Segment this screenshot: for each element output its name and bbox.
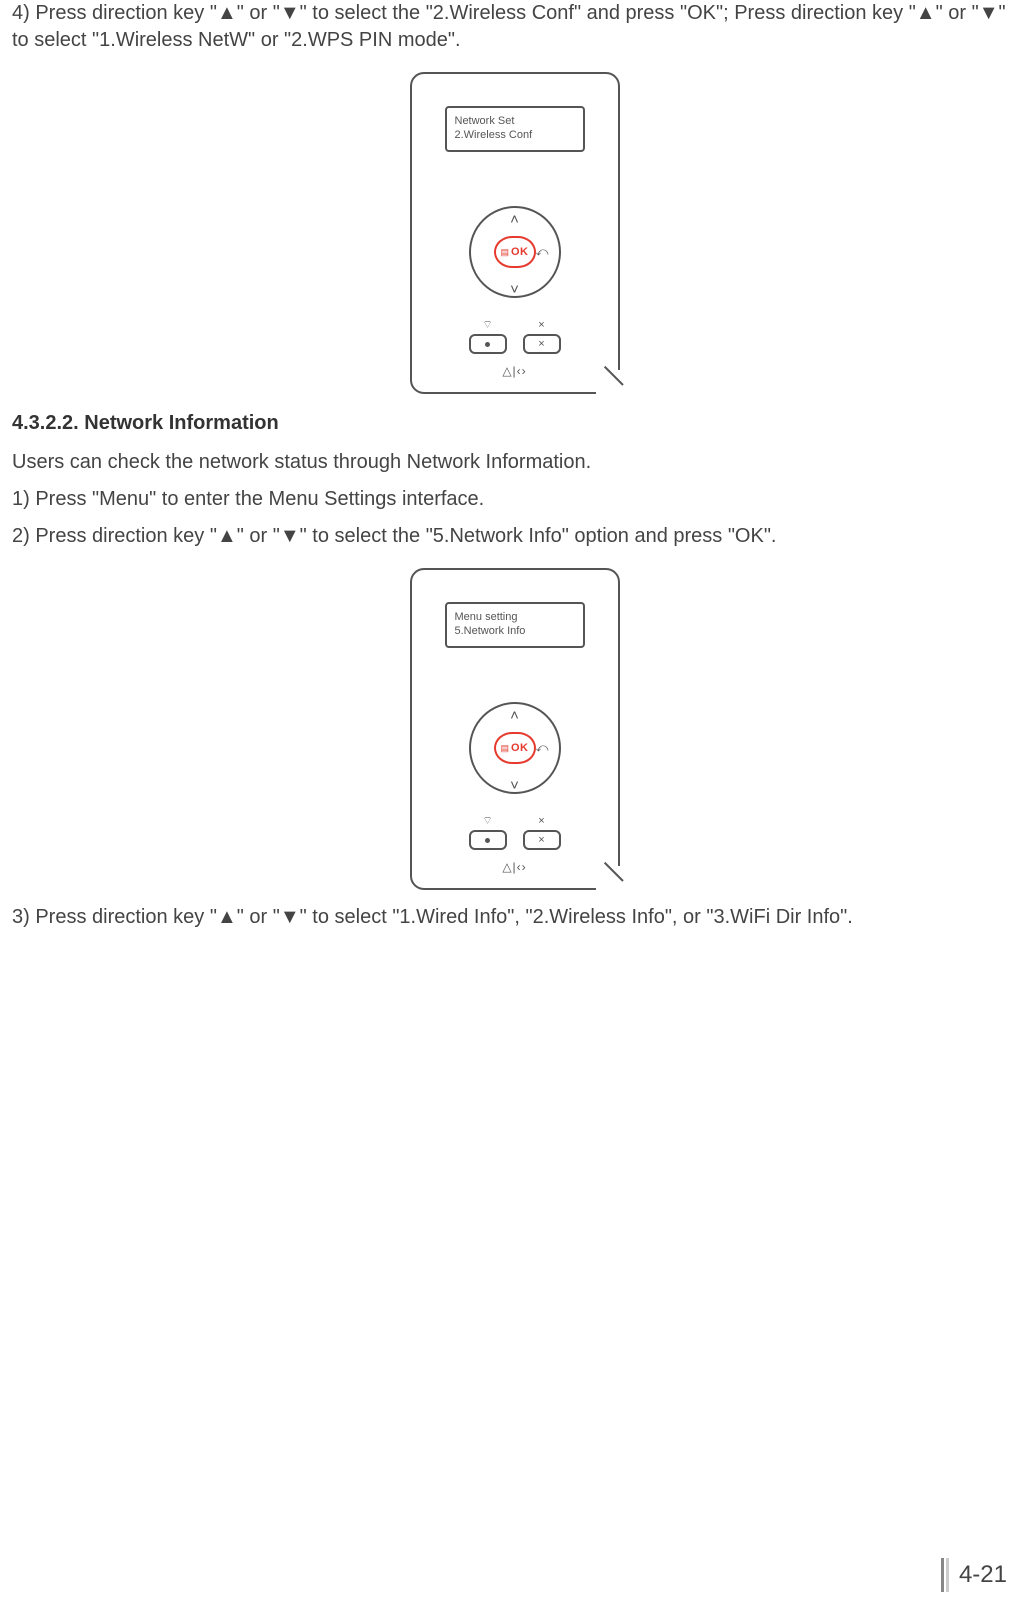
ok-button: ▤ OK — [494, 236, 536, 268]
x-btn-icon-2: × — [538, 834, 544, 846]
menu-icon: ▤ — [500, 248, 509, 257]
wifi-icon: ⌔ — [482, 319, 492, 331]
dpad-ring: ˄ ˅ ▤ OK ⤺ — [469, 206, 561, 298]
ok-label-2: OK — [511, 742, 529, 754]
dot-icon — [485, 342, 490, 347]
ok-label: OK — [511, 246, 529, 258]
lcd-line1: Network Set — [455, 115, 575, 129]
step-1-text: 1) Press "Menu" to enter the Menu Settin… — [12, 486, 1017, 513]
button-row-1: ⌔ × × — [469, 319, 561, 354]
bottom-glyph-1: △|‹› — [502, 364, 526, 378]
cancel-button-2: × — [523, 830, 561, 850]
printer-panel-1: Network Set 2.Wireless Conf ˄ ˅ ▤ OK ⤺ ⌔… — [410, 72, 620, 394]
step-2-text: 2) Press direction key "▲" or "▼" to sel… — [12, 523, 1017, 550]
wifi-btn-col: ⌔ — [469, 319, 507, 354]
lcd-screen-2: Menu setting 5.Network Info — [445, 602, 585, 648]
dot-icon-2 — [485, 838, 490, 843]
footer-bar-dark — [941, 1558, 944, 1592]
lcd-line2: 2.Wireless Conf — [455, 129, 575, 143]
panel-corner-cut-2 — [596, 866, 620, 890]
menu-icon-2: ▤ — [500, 744, 509, 753]
figure-1-wrap: Network Set 2.Wireless Conf ˄ ˅ ▤ OK ⤺ ⌔… — [12, 72, 1017, 394]
cancel-btn-col-2: × × — [523, 815, 561, 850]
ok-button-2: ▤ OK — [494, 732, 536, 764]
back-icon-2: ⤺ — [536, 741, 549, 756]
x-btn-icon: × — [538, 338, 544, 350]
x-top-icon: × — [538, 319, 544, 331]
chevron-up-icon: ˄ — [509, 212, 521, 224]
page-number: 4-21 — [959, 1561, 1007, 1589]
dpad-ring-2: ˄ ˅ ▤ OK ⤺ — [469, 702, 561, 794]
cancel-btn-col: × × — [523, 319, 561, 354]
back-icon: ⤺ — [536, 245, 549, 260]
figure-2-wrap: Menu setting 5.Network Info ˄ ˅ ▤ OK ⤺ ⌔… — [12, 568, 1017, 890]
step-4-text: 4) Press direction key "▲" or "▼" to sel… — [12, 0, 1017, 54]
lcd2-line1: Menu setting — [455, 611, 575, 625]
footer-bars — [941, 1558, 949, 1592]
bottom-glyph-2: △|‹› — [502, 860, 526, 874]
panel-corner-cut — [596, 370, 620, 394]
chevron-down-icon: ˅ — [509, 282, 521, 294]
footer-bar-light — [946, 1558, 949, 1592]
power-button-2 — [469, 830, 507, 850]
intro-text: Users can check the network status throu… — [12, 449, 1017, 476]
lcd-screen-1: Network Set 2.Wireless Conf — [445, 106, 585, 152]
step-3-text: 3) Press direction key "▲" or "▼" to sel… — [12, 904, 1017, 931]
x-top-icon-2: × — [538, 815, 544, 827]
chevron-up-icon-2: ˄ — [509, 708, 521, 720]
button-row-2: ⌔ × × — [469, 815, 561, 850]
chevron-down-icon-2: ˅ — [509, 778, 521, 790]
page-footer: 4-21 — [941, 1558, 1007, 1592]
section-heading: 4.3.2.2. Network Information — [12, 412, 1017, 435]
cancel-button: × — [523, 334, 561, 354]
lcd2-line2: 5.Network Info — [455, 625, 575, 639]
printer-panel-2: Menu setting 5.Network Info ˄ ˅ ▤ OK ⤺ ⌔… — [410, 568, 620, 890]
power-button — [469, 334, 507, 354]
wifi-btn-col-2: ⌔ — [469, 815, 507, 850]
wifi-icon-2: ⌔ — [482, 815, 492, 827]
